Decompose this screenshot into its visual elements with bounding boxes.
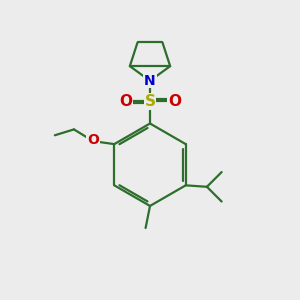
Text: O: O [87,133,99,147]
Text: O: O [168,94,181,109]
Text: N: N [144,74,156,88]
Text: O: O [119,94,132,109]
Text: S: S [145,94,155,109]
